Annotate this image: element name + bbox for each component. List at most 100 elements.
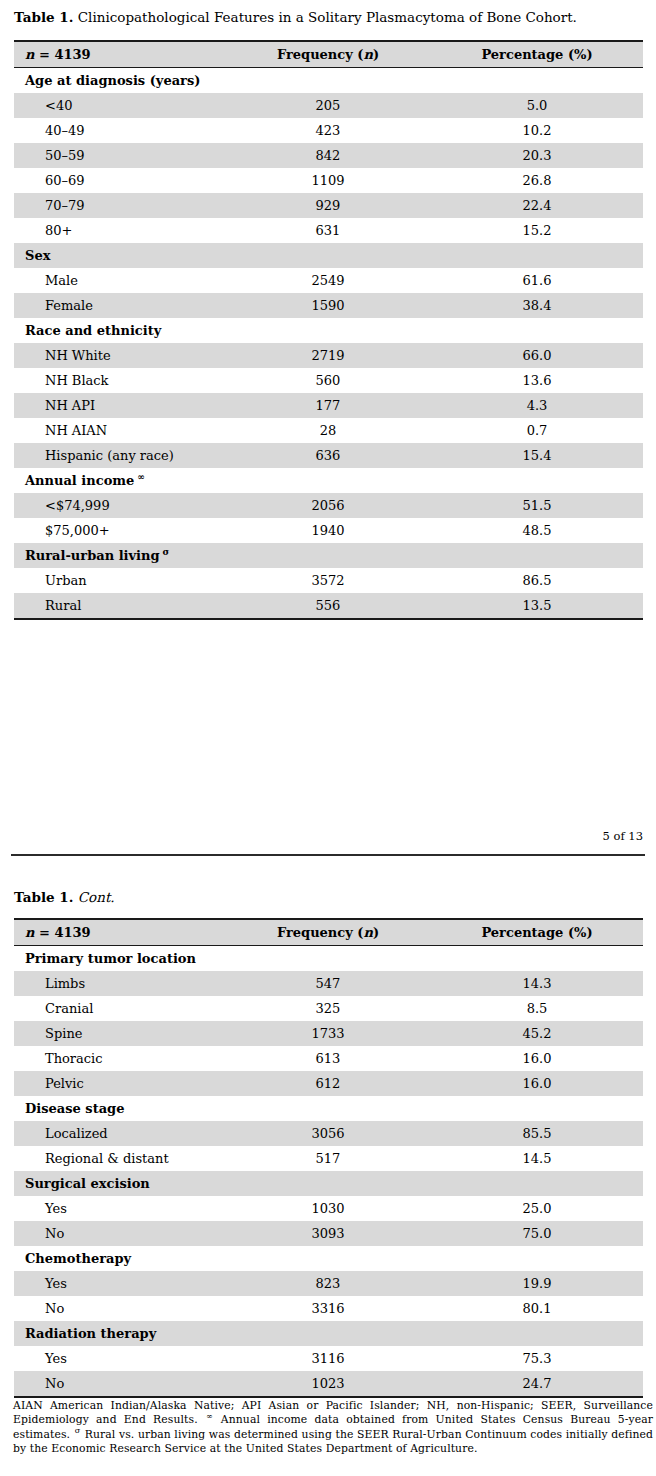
table-row: No331680.1 <box>14 1296 643 1321</box>
row-percentage: 45.2 <box>433 1026 641 1041</box>
table-footnote: AIAN American Indian/Alaska Native; API … <box>13 1399 653 1457</box>
section-row: Disease stage <box>14 1096 643 1121</box>
row-percentage: 26.8 <box>433 173 641 188</box>
table1-caption: Table 1. Clinicopathological Features in… <box>14 9 644 25</box>
header-percentage-cell: Percentage (%) <box>433 925 641 940</box>
table-header-row: n = 4139Frequency (n)Percentage (%) <box>14 42 643 68</box>
row-label: $75,000+ <box>14 523 223 538</box>
header-n-cell: n = 4139 <box>14 47 223 62</box>
table-row: Cranial3258.5 <box>14 996 643 1021</box>
row-frequency: 3316 <box>223 1301 433 1316</box>
row-percentage: 8.5 <box>433 1001 641 1016</box>
row-label: 80+ <box>14 223 223 238</box>
table-header-row: n = 4139Frequency (n)Percentage (%) <box>14 920 643 946</box>
row-frequency: 547 <box>223 976 433 991</box>
header-frequency-italic: n <box>363 925 372 940</box>
section-label: Chemotherapy <box>14 1251 223 1266</box>
row-frequency: 560 <box>223 373 433 388</box>
table-row: NH API1774.3 <box>14 393 643 418</box>
header-frequency-cell: Frequency (n) <box>223 47 433 62</box>
section-row: Sex <box>14 243 643 268</box>
footnote-superscript: σ <box>75 1426 81 1435</box>
table-row: Yes311675.3 <box>14 1346 643 1371</box>
section-label: Radiation therapy <box>14 1326 223 1341</box>
row-frequency: 1733 <box>223 1026 433 1041</box>
table-row: Female159038.4 <box>14 293 643 318</box>
row-label: No <box>14 1301 223 1316</box>
row-percentage: 19.9 <box>433 1276 641 1291</box>
row-label: NH API <box>14 398 223 413</box>
section-label: Age at diagnosis (years) <box>14 73 223 88</box>
row-percentage: 15.4 <box>433 448 641 463</box>
row-frequency: 842 <box>223 148 433 163</box>
row-frequency: 2719 <box>223 348 433 363</box>
table-row: Pelvic61216.0 <box>14 1071 643 1096</box>
row-frequency: 325 <box>223 1001 433 1016</box>
section-row: Primary tumor location <box>14 946 643 971</box>
row-label: 60–69 <box>14 173 223 188</box>
section-row: Race and ethnicity <box>14 318 643 343</box>
row-frequency: 613 <box>223 1051 433 1066</box>
row-label: <40 <box>14 98 223 113</box>
row-percentage: 16.0 <box>433 1051 641 1066</box>
table-row: Urban357286.5 <box>14 568 643 593</box>
row-percentage: 85.5 <box>433 1126 641 1141</box>
row-label: NH White <box>14 348 223 363</box>
table-row: NH AIAN280.7 <box>14 418 643 443</box>
row-percentage: 80.1 <box>433 1301 641 1316</box>
section-row: Radiation therapy <box>14 1321 643 1346</box>
table-row: NH White271966.0 <box>14 343 643 368</box>
row-frequency: 612 <box>223 1076 433 1091</box>
row-frequency: 823 <box>223 1276 433 1291</box>
table-row: 40–4942310.2 <box>14 118 643 143</box>
table-row: Regional & distant51714.5 <box>14 1146 643 1171</box>
header-frequency-cell: Frequency (n) <box>223 925 433 940</box>
table-row: <$74,999205651.5 <box>14 493 643 518</box>
table-row: Localized305685.5 <box>14 1121 643 1146</box>
row-percentage: 13.6 <box>433 373 641 388</box>
table1-cont-caption: Table 1. Cont. <box>14 889 644 905</box>
row-percentage: 16.0 <box>433 1076 641 1091</box>
row-frequency: 517 <box>223 1151 433 1166</box>
row-frequency: 205 <box>223 98 433 113</box>
section-label: Race and ethnicity <box>14 323 223 338</box>
row-frequency: 1590 <box>223 298 433 313</box>
row-label: Yes <box>14 1201 223 1216</box>
row-percentage: 14.3 <box>433 976 641 991</box>
row-frequency: 3572 <box>223 573 433 588</box>
table-row: Thoracic61316.0 <box>14 1046 643 1071</box>
row-label: Localized <box>14 1126 223 1141</box>
row-frequency: 423 <box>223 123 433 138</box>
row-percentage: 14.5 <box>433 1151 641 1166</box>
row-frequency: 636 <box>223 448 433 463</box>
section-row: Age at diagnosis (years) <box>14 68 643 93</box>
row-label: <$74,999 <box>14 498 223 513</box>
row-frequency: 3116 <box>223 1351 433 1366</box>
row-frequency: 1030 <box>223 1201 433 1216</box>
row-label: Urban <box>14 573 223 588</box>
row-label: Yes <box>14 1276 223 1291</box>
section-row: Rural-urban livingσ <box>14 543 643 568</box>
table-row: Rural55613.5 <box>14 593 643 618</box>
row-frequency: 1109 <box>223 173 433 188</box>
row-frequency: 929 <box>223 198 433 213</box>
row-percentage: 61.6 <box>433 273 641 288</box>
section-label: Disease stage <box>14 1101 223 1116</box>
row-percentage: 13.5 <box>433 598 641 613</box>
row-percentage: 66.0 <box>433 348 641 363</box>
section-label: Annual income∞ <box>14 473 223 488</box>
section-superscript: ∞ <box>137 472 145 482</box>
row-frequency: 3093 <box>223 1226 433 1241</box>
row-label: Thoracic <box>14 1051 223 1066</box>
table-row: <402055.0 <box>14 93 643 118</box>
section-row: Annual income∞ <box>14 468 643 493</box>
section-label: Surgical excision <box>14 1176 223 1191</box>
row-percentage: 20.3 <box>433 148 641 163</box>
row-label: Yes <box>14 1351 223 1366</box>
row-percentage: 0.7 <box>433 423 641 438</box>
section-row: Surgical excision <box>14 1171 643 1196</box>
header-frequency-italic: n <box>363 47 372 62</box>
row-label: No <box>14 1376 223 1391</box>
page-number: 5 of 13 <box>603 829 643 843</box>
row-percentage: 5.0 <box>433 98 641 113</box>
